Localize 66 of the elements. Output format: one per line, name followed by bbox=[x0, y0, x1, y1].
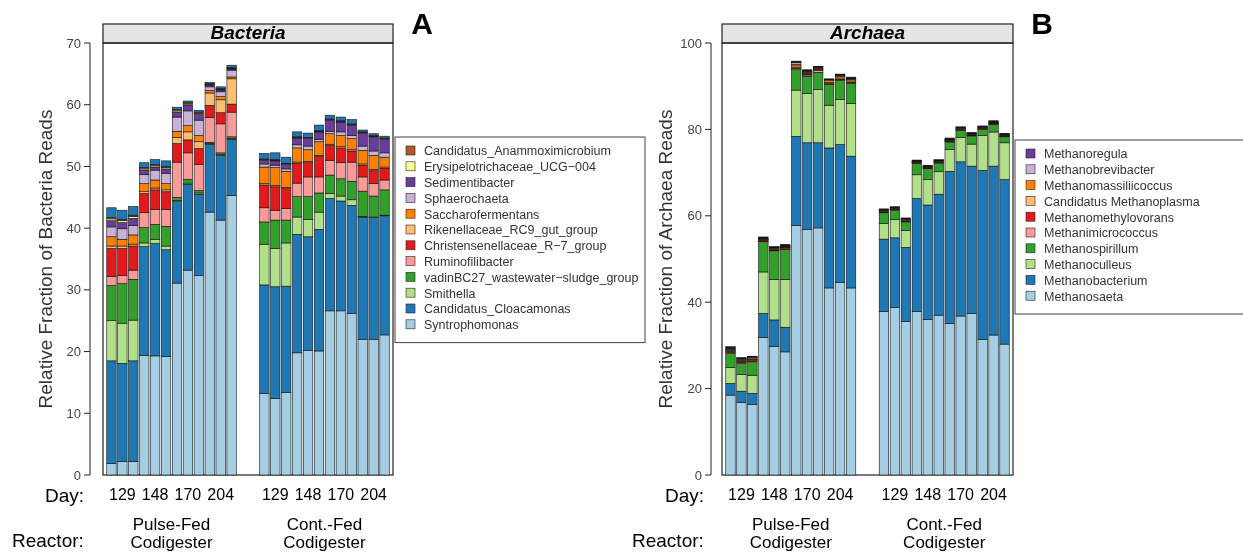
legend-label: Smithella bbox=[424, 286, 476, 301]
legend-label: Candidatus_Cloacamonas bbox=[424, 302, 571, 317]
legend-label: vadinBC27_wastewater−sludge_group bbox=[424, 270, 639, 285]
y-tick-label: 10 bbox=[66, 405, 81, 421]
y-tick-label: 0 bbox=[73, 467, 81, 483]
y-tick-label: 30 bbox=[66, 282, 81, 298]
y-tick-label: 20 bbox=[687, 381, 702, 397]
y-tick-label: 0 bbox=[694, 467, 702, 483]
legend-label: Methanomethylovorans bbox=[1044, 210, 1174, 225]
y-axis-title: Relative Fraction of Bacteria Reads bbox=[35, 109, 56, 409]
x-tick-label: 204 bbox=[980, 486, 1007, 503]
text: Pulse-Fed Codigester bbox=[130, 515, 213, 552]
x-tick-label: 129 bbox=[109, 486, 136, 503]
legend-label: Erysipelotrichaceae_UCG−004 bbox=[424, 160, 597, 175]
text: Cont.-Fed Codigester bbox=[903, 515, 986, 552]
x-tick-label: 148 bbox=[141, 486, 169, 503]
x-tick-label: 170 bbox=[327, 486, 355, 503]
text: B bbox=[1031, 7, 1053, 40]
legend-label: Methanospirillum bbox=[1044, 242, 1139, 257]
x-tick-label: 148 bbox=[914, 486, 942, 503]
x-tick-label: 170 bbox=[947, 486, 975, 503]
legend-label: Candidatus_Anammoximicrobium bbox=[424, 144, 611, 159]
legend-label: Methanobrevibacter bbox=[1044, 163, 1155, 178]
x-tick-label: 204 bbox=[826, 486, 854, 503]
y-tick-label: 70 bbox=[66, 35, 81, 51]
text: Reactor: bbox=[12, 530, 84, 551]
x-tick-label: 148 bbox=[760, 486, 788, 503]
legend-label: Methanosaeta bbox=[1044, 289, 1124, 304]
text: Pulse-Fed Codigester bbox=[749, 515, 833, 552]
legend-label: Methanobacterium bbox=[1044, 273, 1148, 288]
x-tick-label: 129 bbox=[881, 486, 909, 503]
chart-title: Bacteria bbox=[210, 22, 286, 43]
legend-label: Methanomassiliicoccus bbox=[1044, 178, 1173, 193]
y-tick-label: 100 bbox=[680, 35, 702, 51]
legend-label: Candidatus Methanoplasma bbox=[1044, 194, 1200, 209]
x-tick-label: 170 bbox=[174, 486, 202, 503]
x-tick-label: 148 bbox=[294, 486, 322, 503]
x-tick-label: 170 bbox=[793, 486, 821, 503]
y-tick-label: 40 bbox=[66, 220, 81, 236]
y-axis-title: Relative Fraction of Archaea Reads bbox=[655, 109, 676, 409]
legend-label: Ruminofilibacter bbox=[424, 254, 514, 269]
text: Cont.-Fed Codigester bbox=[283, 515, 366, 552]
legend-label: Rikenellaceae_RC9_gut_group bbox=[424, 223, 598, 238]
text: A bbox=[411, 7, 433, 40]
x-tick-label: 204 bbox=[207, 486, 235, 503]
text: Reactor: bbox=[632, 530, 704, 551]
y-tick-label: 20 bbox=[66, 344, 81, 360]
legend-label: Sphaerochaeta bbox=[424, 191, 509, 206]
legend-label: Methanoculleus bbox=[1044, 257, 1132, 272]
legend-label: Sedimentibacter bbox=[424, 175, 515, 190]
x-tick-label: 204 bbox=[360, 486, 388, 503]
legend-label: Christensenellaceae_R−7_group bbox=[424, 239, 607, 254]
legend-label: Syntrophomonas bbox=[424, 318, 519, 333]
y-tick-label: 40 bbox=[687, 294, 702, 310]
x-tick-label: 129 bbox=[728, 486, 755, 503]
y-tick-label: 60 bbox=[66, 97, 81, 113]
text: Day: bbox=[665, 485, 705, 506]
text: Day: bbox=[45, 485, 85, 506]
chart-title: Archaea bbox=[829, 22, 906, 43]
x-tick-label: 129 bbox=[261, 486, 289, 503]
legend-label: Saccharofermentans bbox=[424, 207, 540, 222]
legend-label: Methanimicrococcus bbox=[1044, 226, 1158, 241]
y-tick-label: 80 bbox=[687, 121, 702, 137]
y-tick-label: 50 bbox=[66, 158, 81, 174]
legend-label: Methanoregula bbox=[1044, 147, 1128, 162]
y-tick-label: 60 bbox=[687, 208, 702, 224]
